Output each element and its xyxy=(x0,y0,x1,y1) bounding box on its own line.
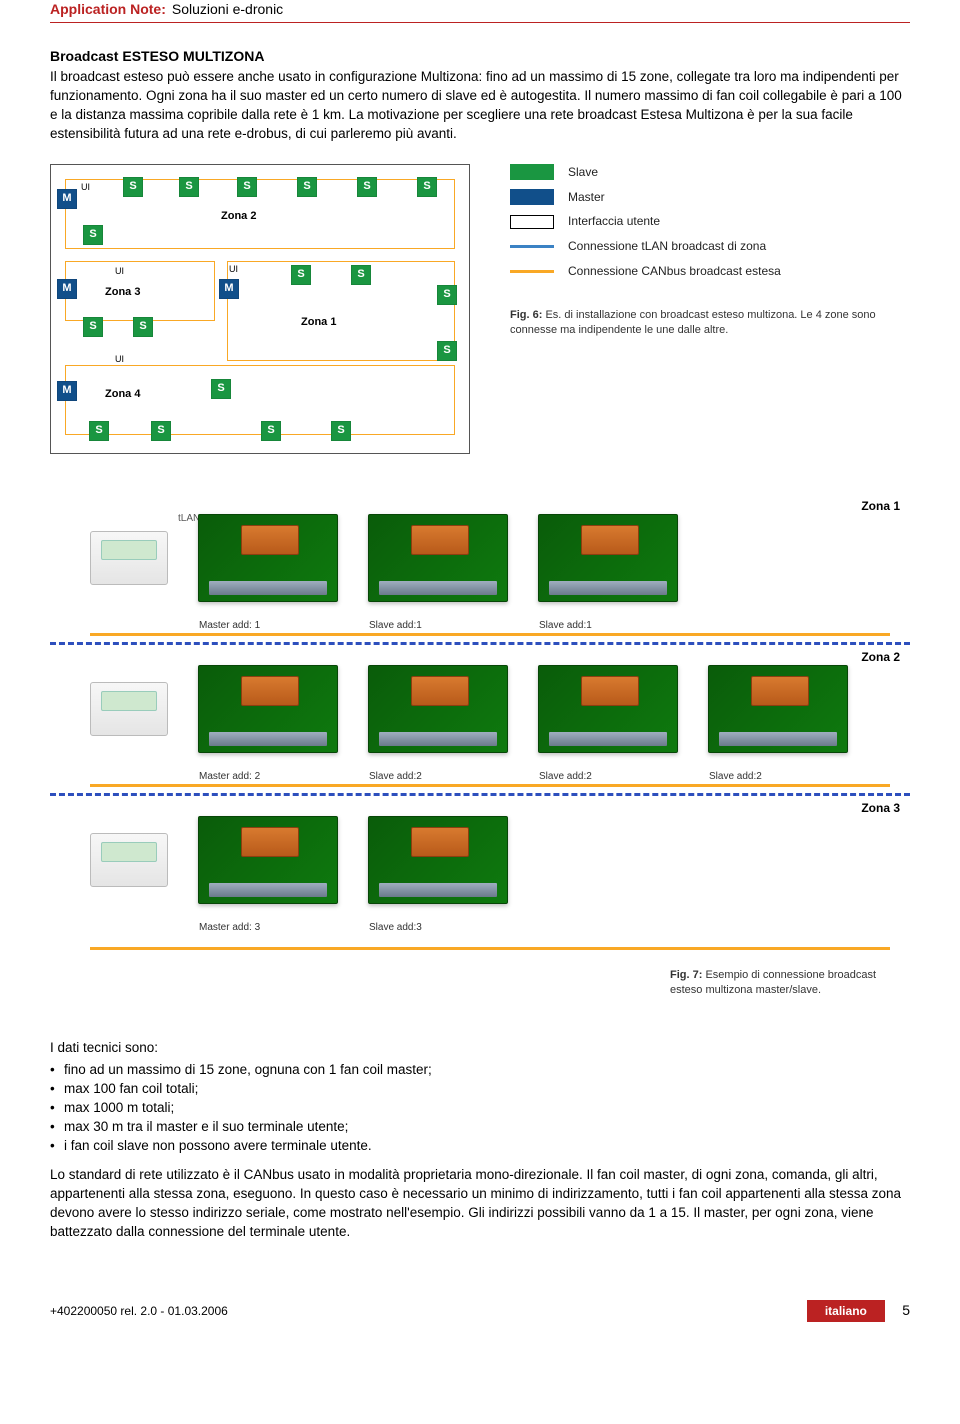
slave-node: S xyxy=(89,421,109,441)
section-title: Broadcast ESTESO MULTIZONA xyxy=(50,47,910,67)
zona-label: Zona 1 xyxy=(861,498,900,515)
legend-label: Master xyxy=(568,189,605,206)
figure-6-caption-bold: Fig. 6: xyxy=(510,309,542,321)
board-label: Slave add:2 xyxy=(539,770,592,784)
ui-label: UI xyxy=(115,353,124,366)
zona-label: Zona 3 xyxy=(861,800,900,817)
board-label: Slave add:2 xyxy=(369,770,422,784)
board-label: Slave add:1 xyxy=(369,619,422,633)
ui-label: UI xyxy=(115,265,124,278)
board-master: Master add: 3 xyxy=(198,816,338,904)
master-node: M xyxy=(57,189,77,209)
slave-node: S xyxy=(417,177,437,197)
slave-node: S xyxy=(297,177,317,197)
bus-label-tlan: tLAN xyxy=(178,512,200,526)
figure-7-caption: Fig. 7: Esempio di connessione broadcast… xyxy=(670,968,910,999)
figure-7-caption-bold: Fig. 7: xyxy=(670,969,702,981)
board-slave: Slave add:2 xyxy=(368,665,508,753)
board-slave: Slave add:3 xyxy=(368,816,508,904)
tech-intro: I dati tecnici sono: xyxy=(50,1039,910,1058)
slave-node: S xyxy=(351,265,371,285)
footer-left: +402200050 rel. 2.0 - 01.03.2006 xyxy=(50,1303,228,1320)
board-slave: Slave add:1 xyxy=(538,514,678,602)
figure-6-legend: Slave Master Interfaccia utente Connessi… xyxy=(510,164,910,339)
bullet: max 100 fan coil totali; xyxy=(50,1080,910,1099)
board-label: Slave add:1 xyxy=(539,619,592,633)
slave-node: S xyxy=(331,421,351,441)
header: Application Note: Soluzioni e-dronic xyxy=(50,0,910,23)
zona-label: Zona 2 xyxy=(221,209,256,224)
slave-node: S xyxy=(83,225,103,245)
figure-7-diagram: tLAN CANbus Zona 1 Master add: 1 Slave a… xyxy=(50,494,910,956)
master-node: M xyxy=(57,279,77,299)
legend-line-tlan xyxy=(510,245,554,248)
board-slave: Slave add:1 xyxy=(368,514,508,602)
app-note-label: Application Note: xyxy=(50,0,166,20)
board-label: Master add: 2 xyxy=(199,770,260,784)
slave-node: S xyxy=(211,379,231,399)
footer: +402200050 rel. 2.0 - 01.03.2006 italian… xyxy=(50,1301,910,1321)
page-number: 5 xyxy=(902,1302,910,1318)
section-para: Il broadcast esteso può essere anche usa… xyxy=(50,68,910,144)
bullet: i fan coil slave non possono avere termi… xyxy=(50,1137,910,1156)
board-slave: Slave add:2 xyxy=(538,665,678,753)
bullet: max 30 m tra il master e il suo terminal… xyxy=(50,1118,910,1137)
slave-node: S xyxy=(437,285,457,305)
canbus-line xyxy=(90,784,890,787)
slave-node: S xyxy=(151,421,171,441)
figure-6-caption: Fig. 6: Es. di installazione con broadca… xyxy=(510,308,910,339)
bullet: fino ad un massimo di 15 zone, ognuna co… xyxy=(50,1061,910,1080)
legend-line-canbus xyxy=(510,270,554,273)
board-label: Slave add:2 xyxy=(709,770,762,784)
figure-6-caption-text: Es. di installazione con broadcast estes… xyxy=(510,309,876,336)
legend-swatch-ui xyxy=(510,215,554,229)
canbus-line xyxy=(90,947,890,950)
zona-label: Zona 3 xyxy=(105,285,140,300)
zona-label: Zona 2 xyxy=(861,649,900,666)
figure-6-diagram: M UI S S S S S S S Zona 2 M UI Zona 3 S … xyxy=(50,164,470,454)
user-terminal xyxy=(90,531,168,585)
board-master: Master add: 1 xyxy=(198,514,338,602)
ui-label: UI xyxy=(81,181,90,194)
user-terminal xyxy=(90,682,168,736)
slave-node: S xyxy=(261,421,281,441)
legend-swatch-slave xyxy=(510,164,554,180)
legend-label: Interfaccia utente xyxy=(568,213,660,230)
tech-bullets: fino ad un massimo di 15 zone, ognuna co… xyxy=(50,1061,910,1155)
bullet: max 1000 m totali; xyxy=(50,1099,910,1118)
master-node: M xyxy=(57,381,77,401)
app-note-title: Soluzioni e-dronic xyxy=(172,0,283,20)
slave-node: S xyxy=(133,317,153,337)
slave-node: S xyxy=(291,265,311,285)
slave-node: S xyxy=(83,317,103,337)
canbus-line xyxy=(90,633,890,636)
slave-node: S xyxy=(437,341,457,361)
legend-label: Slave xyxy=(568,164,598,181)
figure-6-block: M UI S S S S S S S Zona 2 M UI Zona 3 S … xyxy=(50,164,910,454)
board-master: Master add: 2 xyxy=(198,665,338,753)
slave-node: S xyxy=(237,177,257,197)
board-label: Master add: 3 xyxy=(199,921,260,935)
zona-label: Zona 1 xyxy=(301,315,336,330)
board-slave: Slave add:2 xyxy=(708,665,848,753)
user-terminal xyxy=(90,833,168,887)
board-label: Slave add:3 xyxy=(369,921,422,935)
board-label: Master add: 1 xyxy=(199,619,260,633)
master-node: M xyxy=(219,279,239,299)
legend-swatch-master xyxy=(510,189,554,205)
legend-label: Connessione CANbus broadcast estesa xyxy=(568,263,781,280)
legend-label: Connessione tLAN broadcast di zona xyxy=(568,238,766,255)
zona-label: Zona 4 xyxy=(105,387,140,402)
ui-label: UI xyxy=(229,263,238,276)
slave-node: S xyxy=(357,177,377,197)
tech-para2: Lo standard di rete utilizzato è il CANb… xyxy=(50,1166,910,1242)
slave-node: S xyxy=(179,177,199,197)
footer-lang: italiano xyxy=(807,1300,885,1322)
slave-node: S xyxy=(123,177,143,197)
